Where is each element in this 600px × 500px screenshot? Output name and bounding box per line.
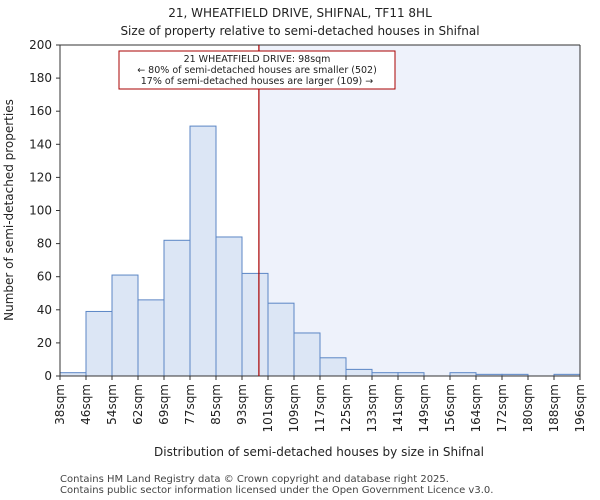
bar xyxy=(293,332,321,377)
x-tick-label: 117sqm xyxy=(313,384,327,432)
bar xyxy=(319,357,347,377)
bar xyxy=(189,125,217,377)
bar xyxy=(111,274,139,377)
x-tick-label: 125sqm xyxy=(339,384,353,432)
x-tick-label: 46sqm xyxy=(79,384,93,425)
y-tick-label: 180 xyxy=(29,71,52,85)
chart-title: 21, WHEATFIELD DRIVE, SHIFNAL, TF11 8HL xyxy=(168,6,432,20)
x-tick-label: 109sqm xyxy=(287,384,301,432)
x-tick-label: 38sqm xyxy=(53,384,67,425)
x-tick-label: 149sqm xyxy=(417,384,431,432)
x-tick-label: 69sqm xyxy=(157,384,171,425)
annotation-line: 21 WHEATFIELD DRIVE: 98sqm xyxy=(184,54,331,65)
bar xyxy=(215,236,243,377)
y-tick-label: 200 xyxy=(29,38,52,52)
x-tick-label: 93sqm xyxy=(235,384,249,425)
x-tick-label: 172sqm xyxy=(495,384,509,432)
y-tick-label: 120 xyxy=(29,170,52,184)
x-tick-label: 54sqm xyxy=(105,384,119,425)
footer-line-2: Contains public sector information licen… xyxy=(60,485,494,496)
x-tick-label: 141sqm xyxy=(391,384,405,432)
plot-area: 0 20 40 60 80 100 120 140 160 180 200 38sqm 46sqm 54s… xyxy=(29,38,587,432)
y-tick-label: 40 xyxy=(37,303,52,317)
x-tick-label: 164sqm xyxy=(469,384,483,432)
bar xyxy=(267,302,295,377)
x-tick-label: 196sqm xyxy=(573,384,587,432)
x-tick-label: 188sqm xyxy=(547,384,561,432)
x-tick-label: 77sqm xyxy=(183,384,197,425)
x-tick-label: 133sqm xyxy=(365,384,379,432)
y-tick-label: 0 xyxy=(44,369,52,383)
x-tick-label: 101sqm xyxy=(261,384,275,432)
bar xyxy=(241,272,269,377)
y-tick-label: 100 xyxy=(29,204,52,218)
y-tick-label: 20 xyxy=(37,336,52,350)
bar xyxy=(137,299,165,377)
y-tick-label: 140 xyxy=(29,137,52,151)
x-axis-label: Distribution of semi-detached houses by … xyxy=(154,445,484,459)
x-tick-label: 180sqm xyxy=(521,384,535,432)
x-tick-label: 156sqm xyxy=(443,384,457,432)
annotation-line: 17% of semi-detached houses are larger (… xyxy=(141,76,374,87)
x-tick-label: 85sqm xyxy=(209,384,223,425)
x-tick-label: 62sqm xyxy=(131,384,145,425)
larger-region-shade xyxy=(258,45,580,376)
y-tick-label: 80 xyxy=(37,237,52,251)
bar xyxy=(85,310,113,377)
chart-subtitle: Size of property relative to semi-detach… xyxy=(120,24,479,38)
y-tick-label: 160 xyxy=(29,104,52,118)
annotation-box xyxy=(118,50,396,90)
y-axis-label: Number of semi-detached properties xyxy=(2,99,16,321)
annotation-line: ← 80% of semi-detached houses are smalle… xyxy=(137,65,377,76)
y-tick-label: 60 xyxy=(37,270,52,284)
bar xyxy=(345,368,373,377)
bar xyxy=(163,239,191,377)
footer-line-1: Contains HM Land Registry data © Crown c… xyxy=(60,474,449,485)
